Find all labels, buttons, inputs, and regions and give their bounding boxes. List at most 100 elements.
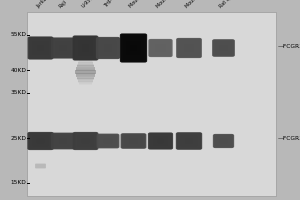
FancyBboxPatch shape: [75, 70, 96, 72]
FancyBboxPatch shape: [75, 72, 96, 73]
FancyBboxPatch shape: [220, 139, 227, 143]
FancyBboxPatch shape: [218, 137, 229, 145]
FancyBboxPatch shape: [38, 139, 43, 143]
FancyBboxPatch shape: [75, 73, 96, 74]
FancyBboxPatch shape: [128, 138, 139, 144]
FancyBboxPatch shape: [79, 42, 92, 54]
FancyBboxPatch shape: [180, 41, 198, 55]
FancyBboxPatch shape: [76, 69, 95, 71]
FancyBboxPatch shape: [184, 44, 194, 52]
FancyBboxPatch shape: [54, 135, 72, 147]
FancyBboxPatch shape: [76, 77, 94, 78]
FancyBboxPatch shape: [34, 136, 47, 146]
FancyBboxPatch shape: [126, 40, 141, 55]
FancyBboxPatch shape: [76, 67, 95, 69]
FancyBboxPatch shape: [216, 42, 231, 53]
FancyBboxPatch shape: [35, 43, 46, 53]
Text: Mouse liver: Mouse liver: [128, 0, 152, 9]
FancyBboxPatch shape: [57, 137, 69, 145]
FancyBboxPatch shape: [154, 43, 167, 53]
FancyBboxPatch shape: [36, 44, 45, 51]
FancyBboxPatch shape: [59, 45, 67, 51]
FancyBboxPatch shape: [176, 132, 202, 150]
FancyBboxPatch shape: [76, 74, 95, 75]
FancyBboxPatch shape: [32, 41, 49, 55]
FancyBboxPatch shape: [75, 72, 96, 74]
FancyBboxPatch shape: [103, 138, 113, 144]
FancyBboxPatch shape: [185, 138, 193, 144]
Text: —FCGR3B: —FCGR3B: [278, 136, 300, 142]
FancyBboxPatch shape: [75, 70, 96, 71]
FancyBboxPatch shape: [121, 133, 146, 149]
FancyBboxPatch shape: [52, 133, 74, 149]
FancyBboxPatch shape: [218, 43, 230, 53]
FancyBboxPatch shape: [77, 135, 94, 147]
FancyBboxPatch shape: [214, 135, 233, 148]
FancyBboxPatch shape: [78, 80, 93, 82]
FancyBboxPatch shape: [184, 137, 195, 145]
FancyBboxPatch shape: [220, 45, 227, 51]
FancyBboxPatch shape: [96, 37, 120, 59]
FancyBboxPatch shape: [76, 66, 94, 67]
FancyBboxPatch shape: [52, 38, 74, 58]
FancyBboxPatch shape: [78, 63, 93, 64]
FancyBboxPatch shape: [83, 46, 88, 50]
FancyBboxPatch shape: [152, 41, 169, 55]
Text: Raji: Raji: [58, 0, 68, 9]
FancyBboxPatch shape: [152, 135, 170, 147]
FancyBboxPatch shape: [56, 136, 70, 146]
FancyBboxPatch shape: [76, 134, 95, 148]
Text: 40KD: 40KD: [11, 68, 26, 72]
FancyBboxPatch shape: [129, 138, 138, 144]
Text: —FCGR3B: —FCGR3B: [278, 44, 300, 48]
FancyBboxPatch shape: [125, 136, 142, 146]
FancyBboxPatch shape: [31, 40, 50, 56]
FancyBboxPatch shape: [186, 46, 192, 50]
FancyBboxPatch shape: [129, 44, 138, 52]
FancyBboxPatch shape: [79, 136, 92, 146]
Text: Jurkat: Jurkat: [35, 0, 49, 9]
FancyBboxPatch shape: [212, 39, 235, 57]
FancyBboxPatch shape: [77, 78, 94, 80]
FancyBboxPatch shape: [219, 44, 228, 52]
Text: 35KD: 35KD: [11, 90, 26, 96]
FancyBboxPatch shape: [181, 42, 197, 54]
FancyBboxPatch shape: [73, 35, 98, 61]
FancyBboxPatch shape: [34, 42, 47, 54]
FancyBboxPatch shape: [124, 37, 143, 59]
Text: Mouse spleen: Mouse spleen: [155, 0, 183, 9]
FancyBboxPatch shape: [158, 46, 163, 50]
FancyBboxPatch shape: [77, 64, 94, 66]
FancyBboxPatch shape: [100, 41, 116, 55]
FancyBboxPatch shape: [153, 42, 168, 54]
FancyBboxPatch shape: [125, 39, 142, 57]
FancyBboxPatch shape: [77, 77, 94, 79]
Text: 25KD: 25KD: [11, 136, 26, 140]
FancyBboxPatch shape: [181, 136, 197, 146]
FancyBboxPatch shape: [54, 40, 72, 56]
FancyBboxPatch shape: [148, 39, 173, 57]
FancyBboxPatch shape: [103, 43, 113, 53]
FancyBboxPatch shape: [77, 65, 94, 66]
FancyBboxPatch shape: [35, 164, 46, 168]
FancyBboxPatch shape: [58, 44, 68, 52]
FancyBboxPatch shape: [153, 136, 168, 146]
FancyBboxPatch shape: [57, 42, 69, 53]
FancyBboxPatch shape: [32, 135, 49, 147]
FancyBboxPatch shape: [219, 138, 228, 144]
FancyBboxPatch shape: [58, 137, 68, 145]
FancyBboxPatch shape: [97, 38, 119, 58]
FancyBboxPatch shape: [77, 40, 94, 56]
FancyBboxPatch shape: [221, 139, 226, 143]
FancyBboxPatch shape: [182, 136, 196, 146]
FancyBboxPatch shape: [185, 45, 193, 51]
FancyBboxPatch shape: [28, 132, 53, 150]
FancyBboxPatch shape: [97, 134, 119, 148]
FancyBboxPatch shape: [51, 37, 75, 59]
Text: Rat spleen: Rat spleen: [218, 0, 240, 9]
FancyBboxPatch shape: [76, 76, 95, 77]
FancyBboxPatch shape: [149, 40, 172, 56]
FancyBboxPatch shape: [78, 62, 93, 64]
Text: THP-1: THP-1: [103, 0, 117, 9]
FancyBboxPatch shape: [78, 81, 93, 83]
